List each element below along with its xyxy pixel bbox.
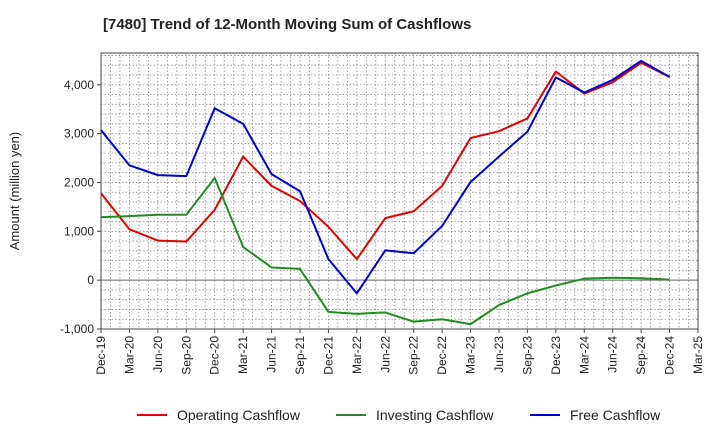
x-tick-label: Sep-22 <box>407 336 421 375</box>
legend-label: Investing Cashflow <box>376 407 494 423</box>
y-axis-label: Amount (million yen) <box>7 132 22 251</box>
legend-label: Operating Cashflow <box>177 407 301 423</box>
legend: Operating Cashflow Investing Cashflow Free… <box>137 407 661 423</box>
axes: -1,000 0 1,000 2,000 3,000 4,000 Dec-19 Mar-20 J… <box>60 78 705 375</box>
y-tick-label: 3,000 <box>64 127 94 141</box>
x-tick-label: Sep-24 <box>634 336 648 375</box>
series-line-investing-cashflow <box>100 177 670 326</box>
x-tick-label: Mar-22 <box>350 336 364 374</box>
x-tick-label: Mar-23 <box>464 336 478 374</box>
y-tick-label: 2,000 <box>64 175 94 189</box>
x-tick-label: Jun-20 <box>151 336 165 373</box>
x-tick-label: Sep-20 <box>179 336 193 375</box>
x-tick-label: Jun-22 <box>378 336 392 373</box>
x-tick-label: Jun-21 <box>265 336 279 373</box>
y-tick-label: 0 <box>87 273 94 287</box>
x-tick-label: Mar-24 <box>577 336 591 374</box>
x-tick-label: Sep-23 <box>520 336 534 375</box>
y-tick-label: 1,000 <box>64 224 94 238</box>
grid <box>100 52 699 330</box>
x-tick-label: Sep-21 <box>293 336 307 375</box>
x-tick-label: Jun-24 <box>606 336 620 373</box>
plot-frame <box>100 52 699 330</box>
x-tick-label: Dec-24 <box>663 336 677 375</box>
x-tick-label: Dec-23 <box>549 336 563 375</box>
x-tick-label: Dec-21 <box>321 336 335 375</box>
chart-title: [7480] Trend of 12-Month Moving Sum of C… <box>103 16 471 33</box>
series-line-free-cashflow <box>100 59 671 295</box>
y-tick-label: -1,000 <box>60 322 94 336</box>
x-tick-label: Dec-20 <box>208 336 222 375</box>
y-tick-label: 4,000 <box>64 78 94 92</box>
legend-label: Free Cashflow <box>570 407 661 423</box>
x-tick-label: Dec-19 <box>94 336 108 375</box>
x-tick-label: Mar-25 <box>691 336 705 374</box>
x-tick-label: Dec-22 <box>435 336 449 375</box>
series-line-operating-cashflow <box>100 61 671 261</box>
x-tick-label: Jun-23 <box>492 336 506 373</box>
x-tick-label: Mar-20 <box>122 336 136 374</box>
x-tick-label: Mar-21 <box>236 336 250 374</box>
series-lines <box>100 59 671 326</box>
